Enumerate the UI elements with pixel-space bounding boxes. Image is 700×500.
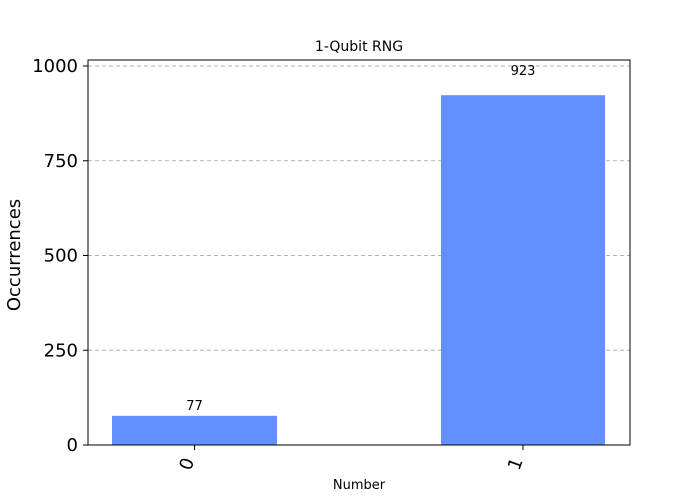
y-tick-label: 250 [44,340,78,361]
x-tick-label: 0 [176,455,200,473]
y-tick-label: 500 [44,246,78,267]
bar-1 [441,95,605,446]
y-ticks-group: 0 250 500 750 1000 [32,56,88,456]
x-tick-label: 1 [504,455,528,473]
data-label-0: 77 [186,399,203,414]
data-labels-group: 77 923 [186,64,535,414]
y-tick-label: 1000 [32,56,78,77]
y-tick-label: 0 [67,435,78,456]
bars-group [112,95,605,446]
axes-group [87,59,631,446]
data-label-1: 923 [511,64,536,79]
y-tick-label: 750 [44,151,78,172]
chart-title: 1-Qubit RNG [315,39,403,55]
plot-frame [87,59,631,446]
bar-0 [112,415,277,445]
y-axis-label: Occurrences [4,199,25,311]
x-axis-label: Number [333,478,386,493]
